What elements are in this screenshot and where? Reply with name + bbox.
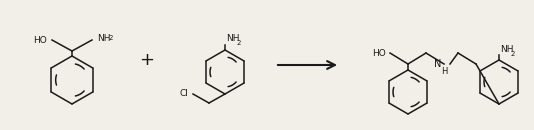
Text: 2: 2 <box>511 51 515 57</box>
Text: HO: HO <box>33 35 47 44</box>
Text: NH: NH <box>500 45 514 54</box>
Text: +: + <box>139 51 154 69</box>
Text: 2: 2 <box>237 40 241 46</box>
Text: HO: HO <box>372 48 386 57</box>
Text: NH: NH <box>226 34 240 43</box>
Text: 2: 2 <box>109 35 113 41</box>
Text: NH: NH <box>97 34 111 43</box>
Text: Cl: Cl <box>179 89 188 99</box>
Text: N: N <box>434 59 442 69</box>
Text: H: H <box>441 67 447 76</box>
